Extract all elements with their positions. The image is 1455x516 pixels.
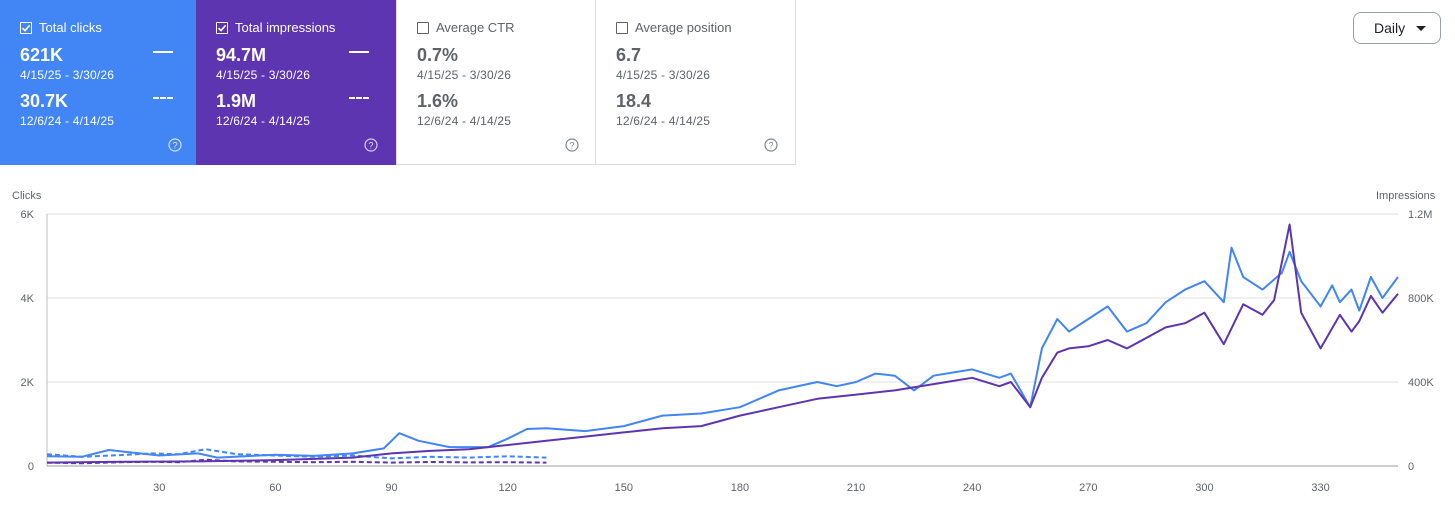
metric-previous-range: 12/6/24 - 4/14/25 [616,114,711,128]
granularity-dropdown[interactable]: Daily [1353,12,1441,44]
help-circle-icon[interactable]: ? [565,138,579,152]
checkbox-icon[interactable] [616,21,628,34]
metric-current-value: 0.7% [417,45,459,65]
dashed-line-legend-icon [349,97,369,99]
metric-previous-value: 1.6% [417,91,459,111]
metric-previous-range: 12/6/24 - 4/14/25 [20,114,115,128]
series-line-total-clicks [46,246,1399,459]
y-left-tick-label: 2K [21,377,35,389]
x-tick-label: 300 [1195,482,1213,494]
help-circle-icon[interactable]: ? [168,138,182,152]
metric-cards: Total clicks 621K 4/15/25 - 3/30/26 30.7… [0,0,796,165]
metric-card-total-clicks[interactable]: Total clicks 621K 4/15/25 - 3/30/26 30.7… [0,0,196,165]
metric-current-value: 94.7M [216,45,267,65]
svg-text:?: ? [368,140,373,150]
series-line-total-impressions [46,223,1399,464]
x-tick-label: 210 [847,482,865,494]
checkbox-icon[interactable] [216,21,228,34]
metric-previous-value: 1.9M [216,91,257,111]
metric-previous-value: 30.7K [20,91,69,111]
metric-label: Total impressions [235,20,336,35]
metric-label: Average position [635,20,732,35]
metric-current-value: 6.7 [616,45,642,65]
y-left-tick-label: 0 [28,461,34,473]
y-right-tick-label: 1.2M [1408,209,1432,221]
dashed-line-legend-icon [153,97,173,99]
y-right-tick-label: 400K [1408,377,1434,389]
x-tick-label: 270 [1079,482,1097,494]
checkbox-icon[interactable] [417,21,429,34]
metric-current-range: 4/15/25 - 3/30/26 [417,68,512,82]
x-tick-label: 240 [963,482,981,494]
x-tick-label: 120 [498,482,516,494]
left-axis-title: Clicks [12,190,42,202]
y-left-tick-label: 6K [21,209,35,221]
metric-current-range: 4/15/25 - 3/30/26 [216,68,311,82]
metric-label: Average CTR [436,20,515,35]
metric-card-average-ctr[interactable]: Average CTR 0.7% 4/15/25 - 3/30/26 1.6% … [396,0,596,165]
help-circle-icon[interactable]: ? [764,138,778,152]
y-left-tick-label: 4K [21,293,35,305]
x-tick-label: 330 [1311,482,1329,494]
metric-previous-range: 12/6/24 - 4/14/25 [417,114,512,128]
svg-text:?: ? [569,140,574,150]
solid-line-legend-icon [349,51,369,53]
solid-line-legend-icon [153,51,173,53]
x-tick-label: 60 [269,482,281,494]
metric-current-range: 4/15/25 - 3/30/26 [20,68,115,82]
checkbox-icon[interactable] [20,21,32,34]
svg-text:?: ? [768,140,773,150]
x-tick-label: 180 [731,482,749,494]
help-circle-icon[interactable]: ? [364,138,378,152]
metric-label: Total clicks [39,20,102,35]
x-tick-label: 90 [385,482,397,494]
x-tick-label: 30 [153,482,165,494]
svg-text:?: ? [172,140,177,150]
y-right-tick-label: 0 [1408,461,1414,473]
x-tick-label: 150 [615,482,633,494]
right-axis-title: Impressions [1376,190,1436,202]
y-right-tick-label: 800K [1408,293,1434,305]
metric-current-range: 4/15/25 - 3/30/26 [616,68,711,82]
caret-down-icon [1416,26,1426,31]
metric-previous-range: 12/6/24 - 4/14/25 [216,114,311,128]
metric-card-total-impressions[interactable]: Total impressions 94.7M 4/15/25 - 3/30/2… [196,0,396,165]
metric-card-average-position[interactable]: Average position 6.7 4/15/25 - 3/30/26 1… [596,0,796,165]
granularity-label: Daily [1374,20,1406,36]
series-line-total-clicks-12-6-24-4-14-25 [46,448,547,460]
metric-previous-value: 18.4 [616,91,652,111]
metric-current-value: 621K [20,45,64,65]
